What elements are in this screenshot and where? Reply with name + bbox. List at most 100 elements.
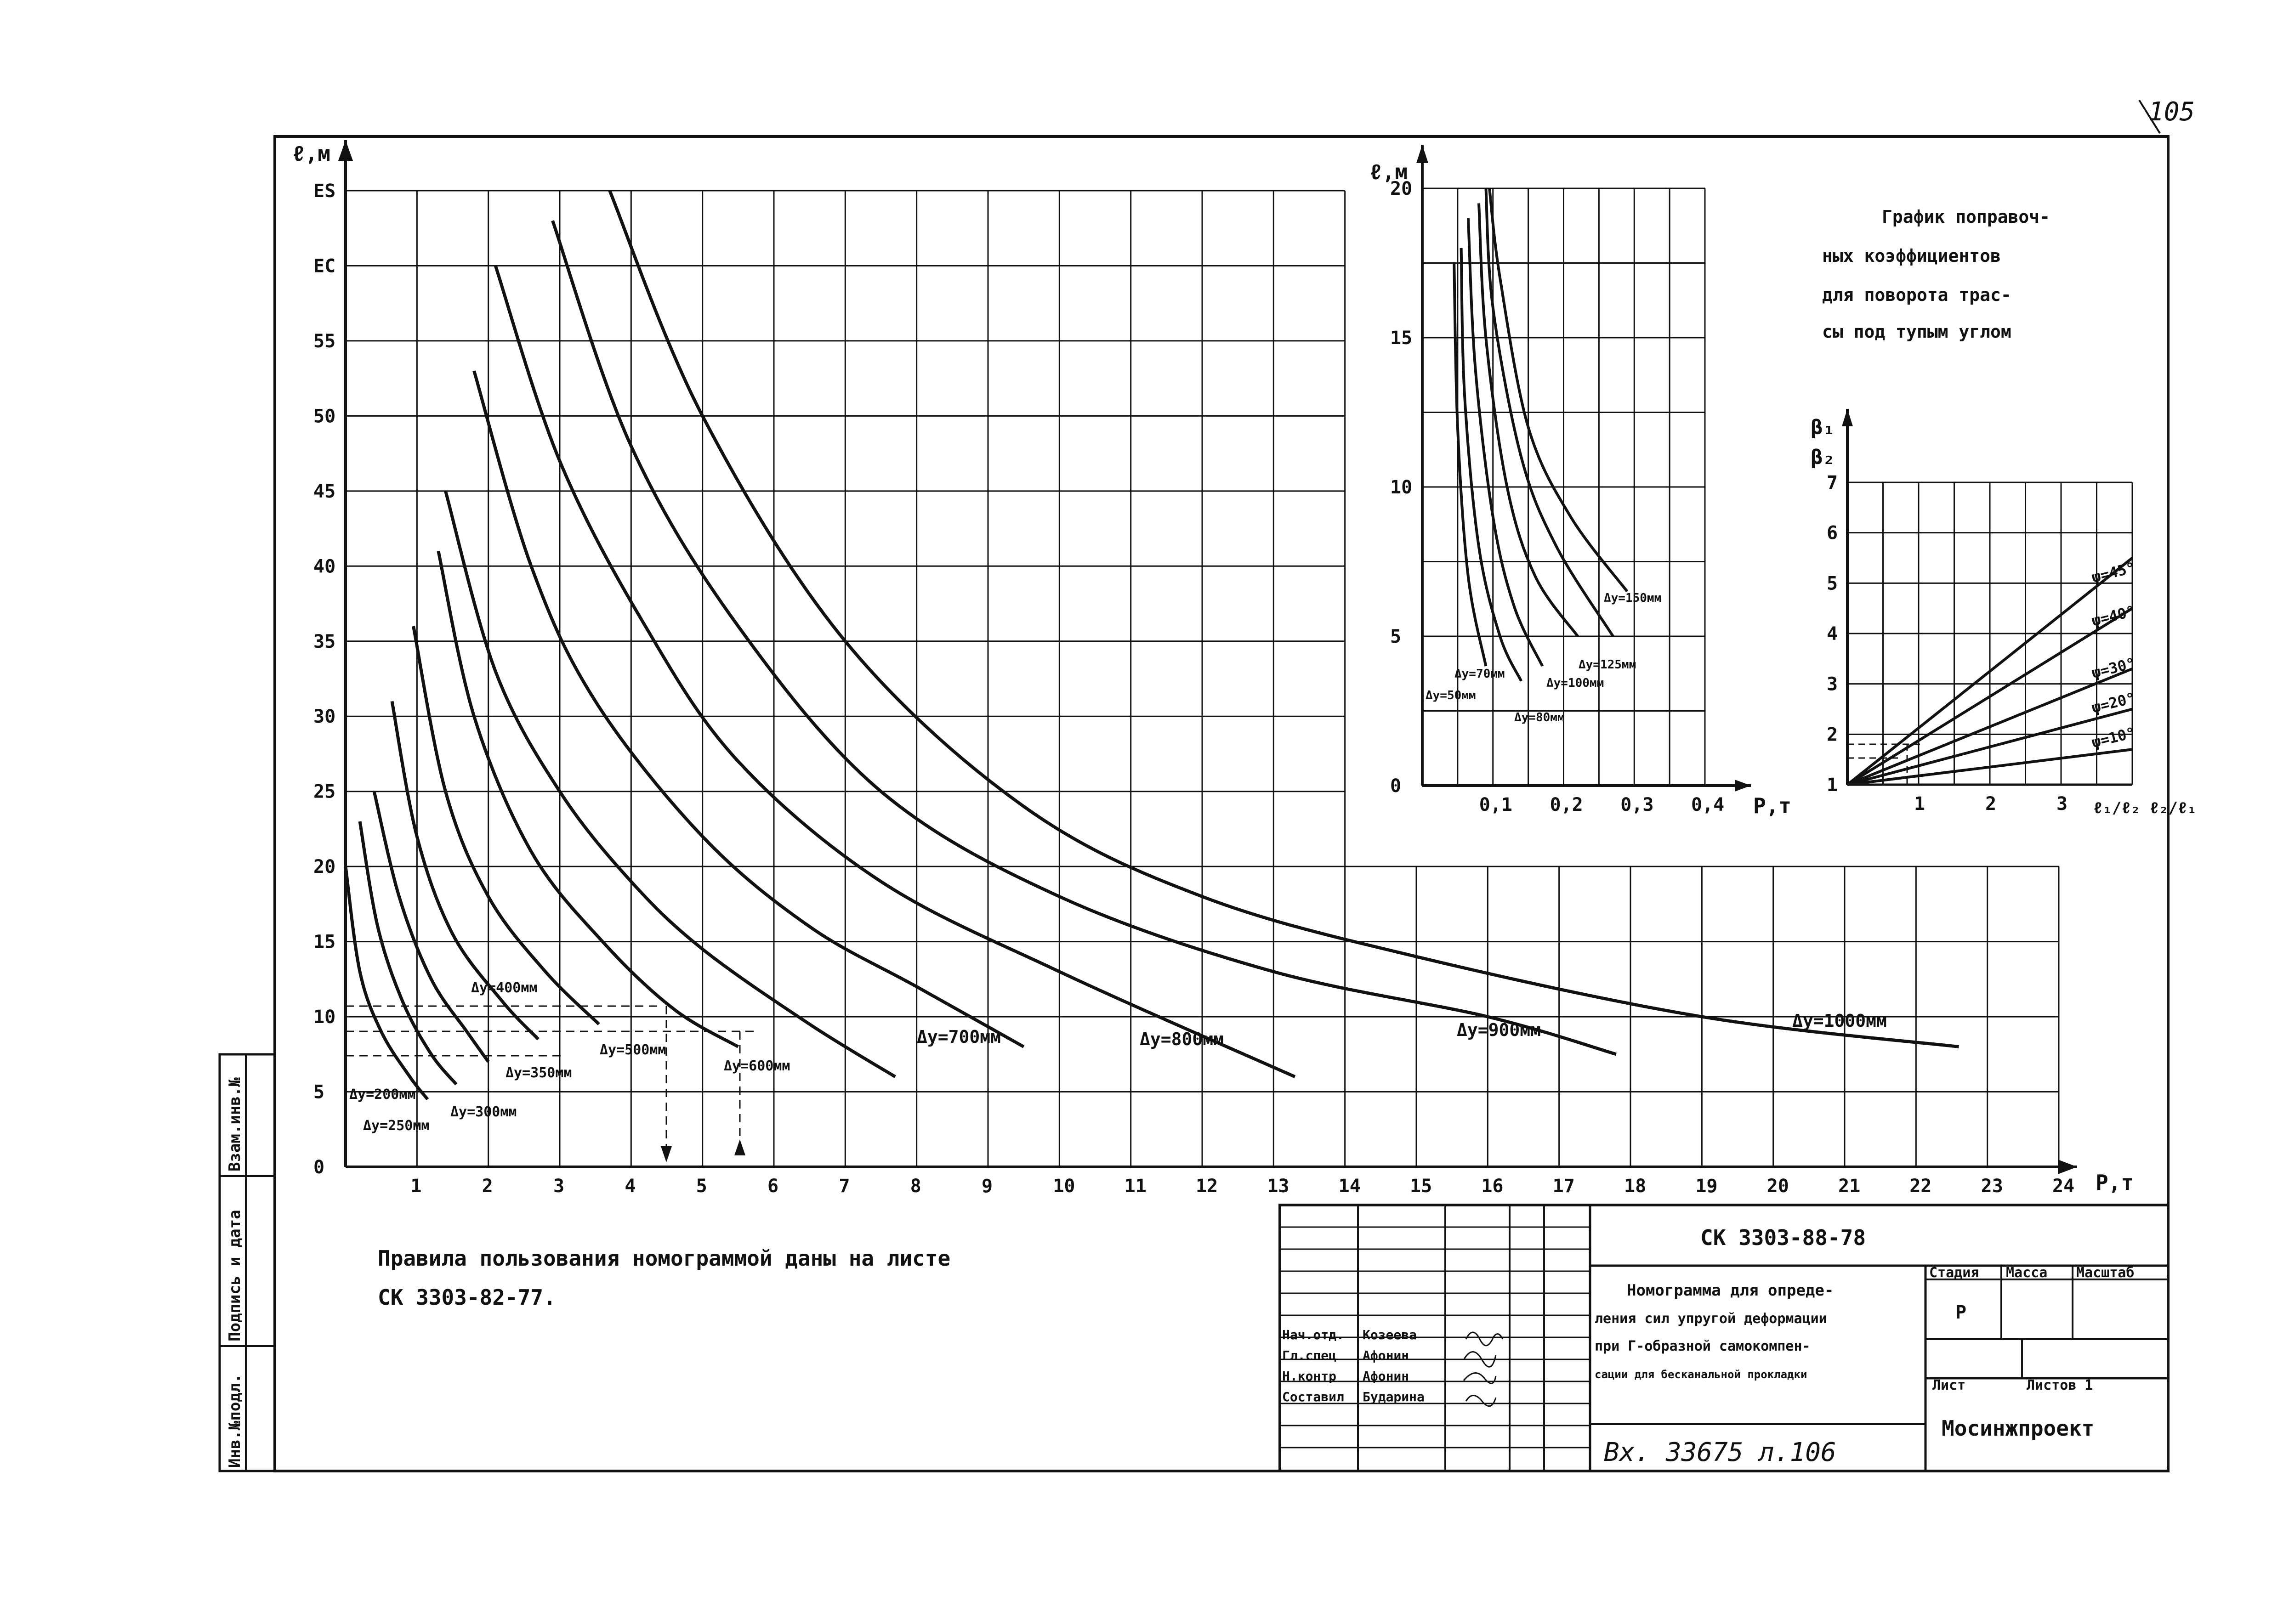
curve-Δy=700мм: [472, 370, 1025, 1048]
coef-axes: [1842, 409, 2132, 786]
inset-grid: [1422, 187, 1706, 786]
name-1: Козеева: [1363, 1327, 1417, 1342]
y-tick-label: 20: [313, 856, 335, 877]
inset-curve-Δy=50мм: [1453, 263, 1488, 667]
coef-curves: ψ=10°ψ=20°ψ=30°ψ=40°ψ=45°: [1846, 557, 2137, 786]
coef-y-tick-label: 2: [1827, 724, 1838, 745]
y-tick-label: 55: [313, 331, 335, 352]
stage-label: Стадия: [1929, 1265, 1979, 1281]
inset-curve-Δy=125мм: [1484, 188, 1614, 637]
curve-Δy=400мм: [390, 701, 540, 1041]
coef-y-tick-label: 1: [1827, 775, 1838, 796]
coef-line-ψ=10°: [1847, 748, 2133, 786]
x-tick-label: 21: [1838, 1176, 1860, 1197]
coef-x-axis-label: ℓ₁/ℓ₂ ℓ₂/ℓ₁: [2093, 799, 2197, 817]
y-tick-label: ES: [313, 181, 335, 202]
label-dy-800: Δy=800мм: [1140, 1029, 1224, 1049]
side-stamp-replacement: Взам.инв.№: [226, 1077, 244, 1171]
coef-line-ψ=40°: [1846, 607, 2133, 786]
inset-label-dy-80: Δy=80мм: [1514, 711, 1565, 724]
doc-name-line-3: при Г-образной самокомпен-: [1595, 1338, 1811, 1354]
curve-Δy=450мм: [412, 626, 600, 1025]
x-tick-label: 16: [1481, 1176, 1503, 1197]
signatures: [1463, 1331, 1504, 1407]
inset-y-tick-label: 20: [1390, 178, 1412, 199]
main-tick-labels: 1 2 3 4 5 6 7 8 9 10 11 12 13 14 15 16 17 18 19 20 21 22 23 240…: [313, 181, 2074, 1197]
page-number-tick: [2138, 99, 2161, 134]
x-tick-label: 20: [1767, 1176, 1789, 1197]
inset-axes: [1416, 145, 1751, 792]
inset-x-tick-label: 0,3: [1620, 794, 1653, 815]
inset-tick-labels: 0,1 0,2 0,3 0,4 0 5 10 15 20: [1390, 178, 1724, 815]
organization: Мосинжпроект: [1942, 1416, 2094, 1441]
role-1: Нач.отд.: [1282, 1327, 1344, 1342]
name-2: Афонин: [1363, 1348, 1409, 1363]
x-tick-label: 13: [1267, 1176, 1289, 1197]
sheet-label: Лист: [1932, 1377, 1965, 1393]
y-tick-label: EC: [313, 255, 335, 277]
x-tick-label: 3: [553, 1176, 564, 1197]
label-dy-1000: Δy=1000мм: [1792, 1011, 1887, 1031]
curve-Δy=1000мм: [608, 190, 1959, 1048]
inset-label-dy-50: Δy=50мм: [1426, 689, 1476, 702]
coefficient-chart: График поправоч- ных коэффициентов для п…: [1811, 207, 2197, 817]
coef-title-line-1: График поправоч-: [1882, 207, 2050, 227]
usage-note-line-2: СК 3303-82-77.: [378, 1285, 556, 1310]
curve-Δy=900мм: [551, 220, 1617, 1056]
x-tick-label: 11: [1125, 1176, 1147, 1197]
inset-x-axis-label: P,т: [1753, 793, 1791, 818]
curve-Δy=500мм: [437, 550, 739, 1048]
coef-y-tick-label: 4: [1827, 623, 1838, 645]
side-stamp-inventory: Инв.№подл.: [226, 1374, 244, 1468]
usage-note-line-1: Правила пользования номограммой даны на …: [378, 1246, 950, 1271]
coef-x-tick-label: 3: [2056, 793, 2067, 815]
main-x-axis-label: P,т: [2096, 1170, 2134, 1195]
coef-y-axis-label-1: β₁: [1811, 416, 1835, 439]
sheets-label: Листов 1: [2027, 1377, 2093, 1393]
coef-y-tick-label: 5: [1827, 573, 1838, 594]
x-tick-label: 23: [1981, 1176, 2003, 1197]
label-dy-350: Δy=350мм: [506, 1065, 572, 1081]
label-dy-400: Δy=400мм: [471, 980, 538, 996]
role-3: Н.контр: [1282, 1369, 1336, 1384]
label-dy-900: Δy=900мм: [1457, 1020, 1541, 1040]
y-tick-label: 0: [313, 1157, 324, 1178]
y-tick-label: 45: [313, 481, 335, 502]
title-block: СК 3303-88-78 Номограмма для опреде- лен…: [1278, 1204, 2170, 1472]
scale-label: Масштаб: [2076, 1265, 2134, 1281]
label-dy-600: Δy=600мм: [724, 1058, 790, 1074]
x-tick-label: 10: [1053, 1176, 1075, 1197]
coef-y-tick-label: 3: [1827, 674, 1838, 695]
y-tick-label: 35: [313, 631, 335, 652]
y-tick-label: 30: [313, 706, 335, 727]
coef-y-tick-label: 6: [1827, 523, 1838, 544]
main-y-axis-label: ℓ,м: [292, 141, 330, 166]
x-tick-label: 9: [982, 1176, 993, 1197]
x-tick-label: 4: [625, 1176, 636, 1197]
x-tick-label: 7: [839, 1176, 850, 1197]
x-tick-label: 14: [1339, 1176, 1361, 1197]
main-nomogram: 1 2 3 4 5 6 7 8 9 10 11 12 13 14 15 16 17 18 19 20 21 22 23 240…: [292, 140, 2134, 1197]
role-4: Составил: [1282, 1389, 1344, 1404]
coef-y-axis-label-2: β₂: [1811, 446, 1835, 469]
inset-label-dy-100: Δy=100мм: [1546, 676, 1604, 690]
side-stamp-signature: Подпись и дата: [226, 1210, 244, 1341]
coef-title-line-3: для поворота трас-: [1822, 285, 2011, 305]
inset-y-tick-label: 5: [1390, 626, 1401, 647]
page-number: 105: [2148, 97, 2195, 127]
inset-x-tick-label: 0,4: [1691, 794, 1724, 815]
y-tick-label: 15: [313, 932, 335, 953]
usage-example-arrows: [661, 1139, 745, 1162]
x-tick-label: 1: [410, 1176, 421, 1197]
coef-x-tick-label: 1: [1914, 793, 1925, 815]
coef-line-ψ=45°: [1846, 557, 2133, 786]
coef-grid: [1847, 481, 2133, 785]
curve-Δy=250мм: [358, 821, 458, 1086]
inset-y-tick-label: 10: [1390, 477, 1412, 498]
doc-name-line-2: ления сил упругой деформации: [1595, 1311, 1827, 1327]
inset-curve-Δy=80мм: [1466, 218, 1544, 667]
title-block-signature-grid: [1280, 1205, 1590, 1471]
stage-value: Р: [1955, 1302, 1966, 1323]
name-3: Афонин: [1363, 1369, 1409, 1384]
y-tick-label: 50: [313, 406, 335, 427]
